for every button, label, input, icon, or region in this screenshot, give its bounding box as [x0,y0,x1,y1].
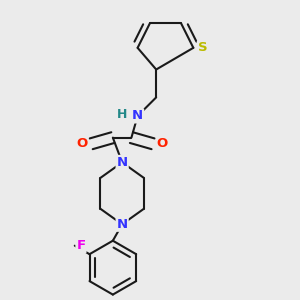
Text: H: H [117,108,127,121]
Text: F: F [76,239,85,252]
Text: O: O [157,137,168,150]
Text: N: N [117,218,128,231]
Text: N: N [117,156,128,169]
Text: O: O [76,137,88,150]
Text: S: S [198,41,207,54]
Text: N: N [132,110,143,122]
